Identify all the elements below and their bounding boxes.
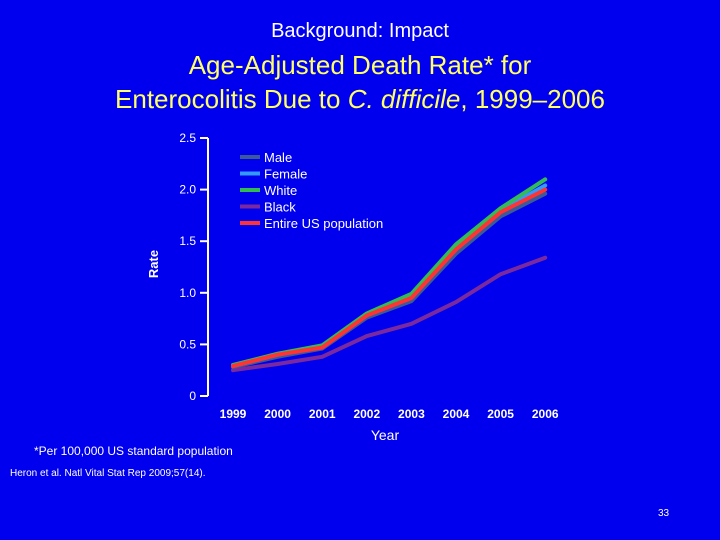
series-line-black [231, 255, 548, 373]
legend-entry: Female [264, 167, 307, 182]
y-ticks: 0 0.5 1.0 1.5 2.0 2.5 [179, 131, 208, 403]
chart-title: Age-Adjusted Death Rate* for Enterocolit… [0, 48, 720, 116]
x-tick-label: 1999 [220, 407, 247, 421]
x-axis-label: Year [371, 427, 400, 443]
x-tick-label: 2002 [353, 407, 380, 421]
legend-entry: White [264, 183, 297, 198]
y-tick-label: 2.5 [179, 131, 196, 145]
chart-title-line2-pre: Enterocolitis Due to [115, 84, 348, 114]
x-tick-label: 2006 [532, 407, 559, 421]
chart-title-organism: C. difficile [347, 84, 461, 114]
x-tick-label: 2004 [443, 407, 470, 421]
source-citation: Heron et al. Natl Vital Stat Rep 2009;57… [10, 468, 206, 479]
chart-title-line2: Enterocolitis Due to C. difficile, 1999–… [0, 82, 720, 116]
y-tick-label: 2.0 [179, 183, 196, 197]
y-tick-label: 0.5 [179, 337, 196, 351]
series-line-entire-us-population [231, 187, 548, 369]
x-tick-label: 2001 [309, 407, 336, 421]
x-tick-label: 2005 [487, 407, 514, 421]
legend-entry: Male [264, 150, 292, 165]
legend-entry: Black [264, 200, 296, 215]
y-tick-label: 1.5 [179, 234, 196, 248]
footnote: *Per 100,000 US standard population [34, 444, 233, 458]
y-axis-label: Rate [146, 250, 161, 278]
series-lines [231, 177, 548, 373]
slide-kicker: Background: Impact [271, 20, 449, 42]
y-tick-label: 1.0 [179, 286, 196, 300]
x-tick-label: 2003 [398, 407, 425, 421]
legend-entry: Entire US population [264, 216, 383, 231]
x-tick-labels: 1999 2000 2001 2002 2003 2004 2005 2006 [220, 407, 559, 421]
page-number: 33 [658, 508, 670, 519]
y-tick-label: 0 [189, 389, 196, 403]
chart-title-line2-post: , 1999–2006 [460, 84, 605, 114]
chart-title-line1: Age-Adjusted Death Rate* for [188, 50, 532, 80]
x-tick-label: 2000 [264, 407, 291, 421]
